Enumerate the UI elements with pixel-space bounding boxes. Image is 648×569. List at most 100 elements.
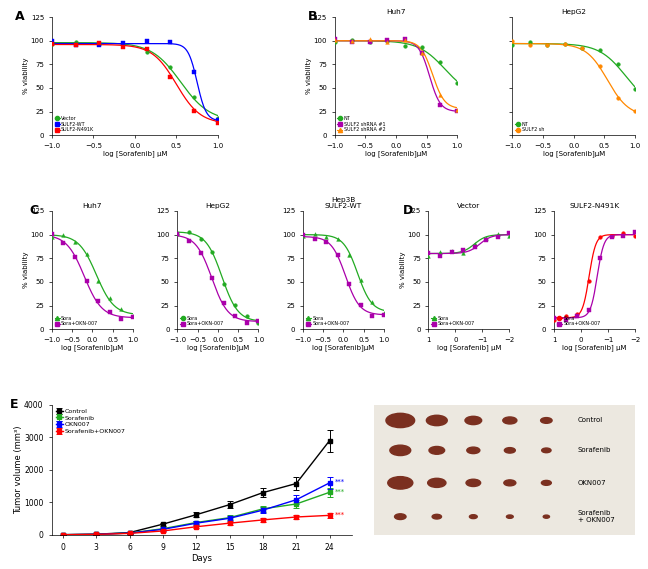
Point (347, 38, 357, 47)
Point (104, 307, 115, 316)
Point (165, 72, 176, 81)
Circle shape (388, 477, 413, 489)
Y-axis label: % viability: % viability (23, 58, 29, 94)
Point (452, 106, 463, 116)
Point (207, 274, 217, 283)
Text: D: D (402, 204, 413, 217)
Title: Hep3B
SULF2-WT: Hep3B SULF2-WT (325, 197, 362, 209)
Text: ***: *** (335, 488, 345, 494)
Point (218, 279, 229, 288)
Point (118, 43, 128, 52)
Point (141, 47, 152, 56)
Circle shape (432, 514, 441, 519)
Point (332, 234, 343, 244)
Point (595, 61, 605, 71)
Point (452, 105, 463, 114)
Point (417, 43, 427, 52)
Legend: Sora, Sora+OKN-007: Sora, Sora+OKN-007 (431, 315, 476, 327)
Text: Sorafenib
+ OKN007: Sorafenib + OKN007 (577, 510, 614, 523)
Point (253, 317, 264, 326)
Legend: Control, Sorafenib, OKN007, Sorafenib+OKN007: Control, Sorafenib, OKN007, Sorafenib+OK… (55, 408, 126, 435)
Point (481, 233, 492, 242)
Text: Sorafenib: Sorafenib (577, 447, 611, 453)
Circle shape (543, 515, 550, 518)
Point (230, 311, 240, 320)
Point (165, 62, 176, 71)
Point (542, 40, 553, 50)
Point (70, 253, 80, 262)
Point (612, 60, 623, 69)
Point (470, 239, 480, 248)
Circle shape (542, 480, 551, 485)
Point (378, 308, 389, 317)
Point (165, 38, 176, 47)
Point (104, 294, 115, 303)
Point (118, 39, 128, 48)
Y-axis label: % viability: % viability (400, 252, 406, 288)
Point (481, 236, 492, 245)
Point (344, 250, 354, 259)
Point (435, 247, 445, 256)
Point (116, 304, 126, 313)
Text: A: A (16, 10, 25, 23)
Point (525, 41, 535, 50)
Point (367, 311, 378, 320)
Point (195, 248, 205, 257)
Point (253, 318, 264, 327)
Point (435, 57, 445, 66)
Text: ***: *** (335, 512, 345, 518)
Point (82, 250, 92, 259)
Point (595, 45, 605, 54)
Point (542, 40, 553, 50)
Point (507, 37, 518, 46)
Point (189, 93, 200, 102)
Point (141, 37, 152, 46)
Point (423, 249, 434, 258)
Point (595, 233, 605, 242)
X-axis label: log [Sorafenib] μM: log [Sorafenib] μM (102, 150, 167, 157)
Point (128, 313, 138, 322)
Point (230, 301, 240, 310)
Point (549, 313, 559, 322)
Point (195, 234, 205, 243)
Point (309, 234, 319, 244)
Circle shape (428, 479, 446, 488)
Circle shape (466, 479, 481, 486)
Point (364, 38, 375, 47)
Point (435, 251, 445, 261)
Point (630, 232, 640, 241)
Point (332, 251, 343, 260)
Y-axis label: % viability: % viability (306, 58, 312, 94)
Point (213, 116, 223, 125)
Point (470, 243, 480, 252)
Point (492, 229, 503, 238)
Point (364, 35, 375, 44)
Circle shape (504, 448, 515, 453)
Point (458, 246, 469, 255)
Point (504, 232, 515, 241)
Point (525, 38, 535, 47)
Point (584, 305, 594, 314)
Legend: Vector, SULF2-WT, SULF2-N491K: Vector, SULF2-WT, SULF2-N491K (54, 116, 95, 133)
Point (118, 39, 128, 48)
Point (417, 48, 427, 57)
Point (572, 311, 583, 320)
Point (595, 253, 605, 262)
Point (218, 299, 229, 308)
Circle shape (390, 445, 411, 456)
Point (630, 228, 640, 237)
Point (364, 37, 375, 46)
Point (47, 37, 57, 46)
Point (417, 48, 427, 57)
Text: ***: *** (335, 479, 345, 485)
Point (423, 251, 434, 260)
X-axis label: log [Sorafenib]μM: log [Sorafenib]μM (61, 344, 124, 351)
Point (47, 232, 57, 241)
Point (382, 38, 392, 47)
Point (329, 36, 340, 45)
Y-axis label: % viability: % viability (23, 252, 29, 288)
Point (630, 85, 640, 94)
Point (347, 36, 357, 46)
Point (297, 230, 308, 239)
X-axis label: Days: Days (191, 554, 213, 563)
